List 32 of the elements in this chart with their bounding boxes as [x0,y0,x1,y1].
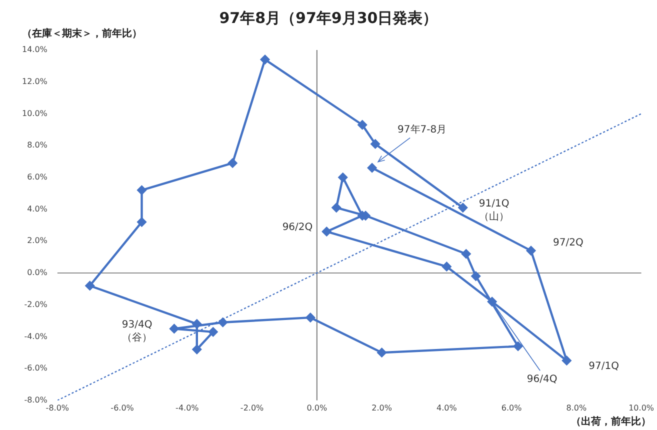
chart-title: 97年8月（97年9月30日発表） [219,8,438,27]
y-tick-label: 10.0% [22,108,48,118]
x-tick-label: -6.0% [110,403,134,412]
x-tick-label: -2.0% [240,403,264,412]
x-tick-label: -8.0% [46,403,70,412]
y-tick-label: 2.0% [27,236,48,246]
annotation: 93/4Q （谷） [122,319,152,344]
x-tick-label: 0.0% [306,403,328,412]
annotation: 97年7-8月 [398,123,447,136]
x-axis-title: （出荷，前年比） [571,416,651,428]
y-tick-label: -4.0% [24,332,48,341]
y-tick-label: 4.0% [27,204,48,214]
annotation: 96/2Q [282,222,313,234]
annotation: 97/1Q [588,361,620,372]
y-tick-label: -2.0% [24,300,48,309]
annotation: 97/2Q [553,237,584,248]
annotation: 96/4Q [526,374,558,386]
y-tick-label: 12.0% [22,76,48,86]
x-tick-label: -4.0% [176,403,200,412]
x-tick-label: 10.0% [628,403,654,412]
x-tick-label: 6.0% [501,403,522,412]
y-tick-label: 8.0% [27,140,48,150]
y-tick-label: 0.0% [27,268,48,278]
x-tick-label: 2.0% [372,403,392,412]
y-tick-label: 14.0% [22,45,48,54]
y-tick-label: -6.0% [24,364,48,373]
y-tick-label: -8.0% [24,395,48,404]
y-axis-title: （在庫＜期末＞，前年比） [22,28,142,40]
annotation: 91/1Q （山） [478,198,510,222]
y-tick-label: 6.0% [27,172,48,182]
x-tick-label: 8.0% [566,403,587,412]
x-tick-label: 4.0% [436,403,458,412]
